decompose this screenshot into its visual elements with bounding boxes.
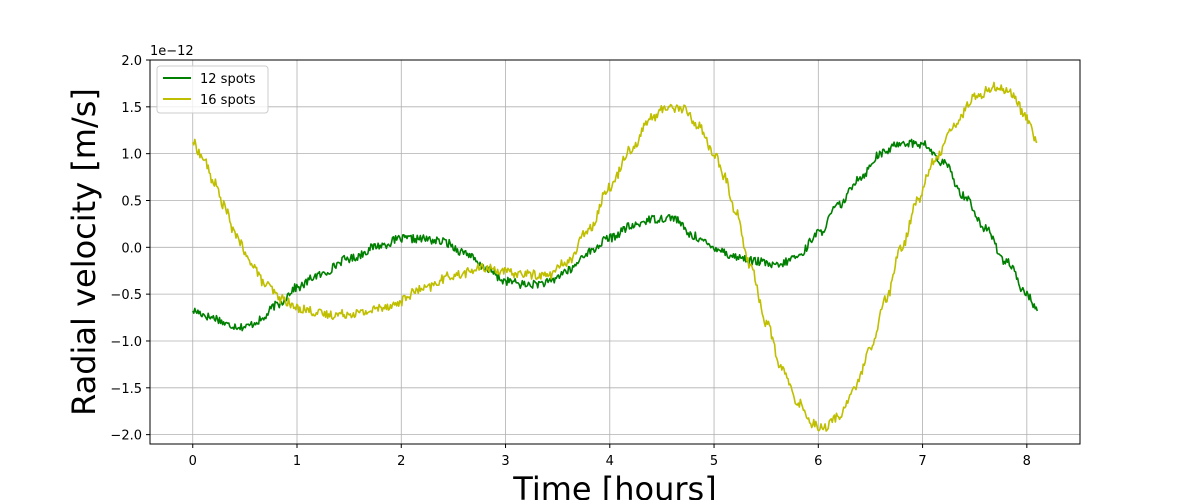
- y-axis-offset-label: 1e−12: [150, 44, 194, 59]
- x-tick-label: 7: [918, 454, 926, 469]
- x-tick-label: 2: [397, 454, 405, 469]
- x-tick-label: 1: [293, 454, 301, 469]
- grid: [150, 59, 1080, 444]
- x-tick-label: 5: [710, 454, 718, 469]
- legend-label-12-spots: 12 spots: [200, 72, 256, 87]
- y-tick-label: 1.0: [121, 148, 142, 163]
- y-axis-ticks: −2.0 −1.5 −1.0 −0.5 0.0 0.5 1.0 1.5 2.0: [110, 54, 150, 444]
- x-tick-label: 4: [606, 454, 614, 469]
- y-tick-label: −1.5: [110, 382, 142, 397]
- series-line-16-spots: [192, 81, 1038, 432]
- plot-frame: [149, 59, 1081, 445]
- legend-label-16-spots: 16 spots: [200, 93, 256, 108]
- x-tick-label: 6: [814, 454, 822, 469]
- series-layer: [192, 81, 1039, 432]
- y-tick-label: 2.0: [121, 54, 142, 69]
- legend: 12 spots 16 spots: [156, 65, 269, 114]
- series-line-12-spots: [192, 138, 1039, 332]
- y-tick-label: 0.5: [121, 194, 142, 209]
- x-axis-ticks: 0 1 2 3 4 5 6 7 8: [189, 444, 1031, 469]
- y-axis-title: Radial velocity [m/s]: [65, 88, 103, 416]
- y-tick-label: 0.0: [121, 241, 142, 256]
- y-tick-label: −1.0: [110, 335, 142, 350]
- x-tick-label: 3: [501, 454, 509, 469]
- x-tick-label: 0: [189, 454, 197, 469]
- y-tick-label: −0.5: [110, 288, 142, 303]
- x-tick-label: 8: [1023, 454, 1031, 469]
- y-tick-label: −2.0: [110, 429, 142, 444]
- y-tick-label: 1.5: [121, 101, 142, 116]
- x-axis-title: Time [hours]: [512, 470, 716, 500]
